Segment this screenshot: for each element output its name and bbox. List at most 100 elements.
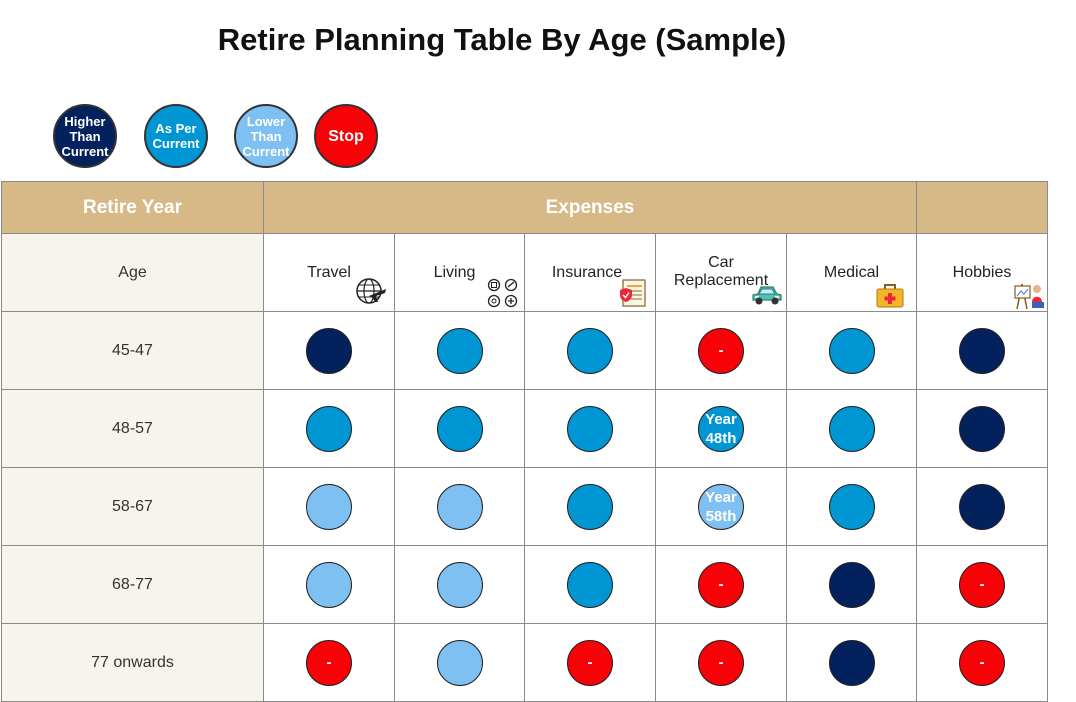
status-cell: - (655, 311, 787, 390)
status-dot-stop: - (698, 639, 744, 686)
table-row: 68-77 - - (1, 545, 1048, 624)
status-cell (394, 623, 525, 702)
painting-easel-icon (1013, 280, 1047, 315)
status-dot-higher (959, 405, 1005, 452)
car-icon (750, 282, 784, 315)
header-row: Retire Year Expenses (1, 181, 1048, 234)
status-dot-asper (567, 327, 613, 374)
status-dot-asper (436, 405, 483, 452)
dot-label: Year (705, 410, 737, 428)
status-cell (394, 389, 525, 468)
column-insurance: Insurance (524, 233, 656, 313)
dot-label: - (587, 654, 593, 671)
column-travel: Travel (263, 233, 395, 312)
age-label: Age (1, 233, 264, 312)
status-dot-lower: Year 58th (698, 483, 744, 530)
status-dot-asper (828, 483, 875, 530)
column-medical: Medical (786, 233, 917, 314)
header-retire-year: Retire Year (1, 181, 264, 234)
status-dot-lower (306, 483, 352, 530)
status-cell (524, 467, 656, 546)
column-label: Car Replacement (673, 254, 769, 289)
status-cell (524, 389, 656, 468)
status-dot-higher (828, 561, 875, 608)
dot-label: - (979, 654, 985, 671)
insurance-document-icon (617, 278, 649, 313)
legend-higher-than-current: Higher Than Current (53, 104, 117, 168)
status-cell: - (263, 623, 395, 702)
status-cell (916, 311, 1048, 390)
column-living: Living (394, 233, 525, 313)
column-label: Living (433, 264, 476, 281)
column-label: Medical (823, 264, 880, 281)
dot-label: Year (705, 488, 737, 506)
legend-higher-label: Higher Than Current (61, 113, 109, 159)
dot-label-group: Year 48th (705, 410, 737, 448)
status-cell (263, 311, 395, 390)
age-range-label: 45-47 (1, 311, 264, 390)
status-dot-asper (828, 405, 875, 452)
legend-asper-label: As Per Current (152, 121, 200, 151)
retire-planning-table: Retire Year Expenses Age Travel (1, 181, 1048, 702)
column-hobbies: Hobbies (916, 233, 1048, 315)
status-dot-asper: Year 48th (698, 405, 744, 452)
dot-label: - (718, 576, 724, 593)
status-cell: - (655, 623, 787, 702)
status-cell (786, 467, 917, 546)
status-dot-asper (828, 327, 875, 374)
status-dot-asper (567, 483, 613, 530)
status-cell: - (655, 545, 787, 624)
age-range-label: 48-57 (1, 389, 264, 468)
table-row: 58-67 Year 58th (1, 467, 1048, 546)
status-dot-stop: - (698, 561, 744, 608)
status-cell: Year 48th (655, 389, 787, 468)
legend-lower-than-current: Lower Than Current (234, 104, 298, 168)
status-dot-higher (959, 327, 1005, 374)
home-services-icon (487, 278, 519, 313)
legend-stop-label: Stop (328, 127, 364, 145)
status-dot-stop: - (959, 561, 1005, 608)
table-row: 77 onwards - - - - (1, 623, 1048, 702)
status-cell (524, 311, 656, 390)
legend-as-per-current: As Per Current (144, 104, 208, 168)
age-range-label: 68-77 (1, 545, 264, 624)
age-range-label: 58-67 (1, 467, 264, 546)
status-cell (263, 389, 395, 468)
status-dot-stop: - (306, 639, 352, 686)
status-cell (786, 311, 917, 390)
first-aid-kit-icon (875, 283, 905, 314)
column-label: Travel (307, 264, 351, 281)
status-dot-asper (567, 405, 613, 452)
dot-label: - (718, 654, 724, 671)
table-row: 48-57 Year 48th (1, 389, 1048, 468)
status-cell (524, 545, 656, 624)
status-dot-higher (306, 327, 352, 374)
page-title: Retire Planning Table By Age (Sample) (217, 22, 787, 57)
status-cell (394, 467, 525, 546)
status-cell (263, 545, 395, 624)
status-dot-stop: - (567, 639, 613, 686)
status-cell: - (916, 623, 1048, 702)
table-row: 45-47 - (1, 311, 1048, 390)
status-cell (263, 467, 395, 546)
dot-label: - (979, 576, 985, 593)
status-cell: - (916, 545, 1048, 624)
dot-label-group: Year 58th (705, 488, 737, 526)
column-car-replacement: Car Replacement (655, 233, 787, 315)
status-dot-lower (436, 639, 483, 686)
dot-label: - (718, 342, 724, 359)
dot-label: 48th (705, 429, 737, 447)
status-cell (786, 545, 917, 624)
dot-label: - (326, 654, 332, 671)
legend-lower-label: Lower Than Current (242, 113, 290, 159)
status-dot-lower (306, 561, 352, 608)
column-header-row: Age Travel Living (1, 233, 1048, 315)
status-dot-lower (436, 561, 483, 608)
status-cell (786, 389, 917, 468)
status-dot-asper (306, 405, 352, 452)
status-cell (916, 389, 1048, 468)
column-label: Insurance (551, 264, 623, 281)
status-cell (394, 311, 525, 390)
status-cell: - (524, 623, 656, 702)
globe-plane-icon (354, 276, 388, 311)
